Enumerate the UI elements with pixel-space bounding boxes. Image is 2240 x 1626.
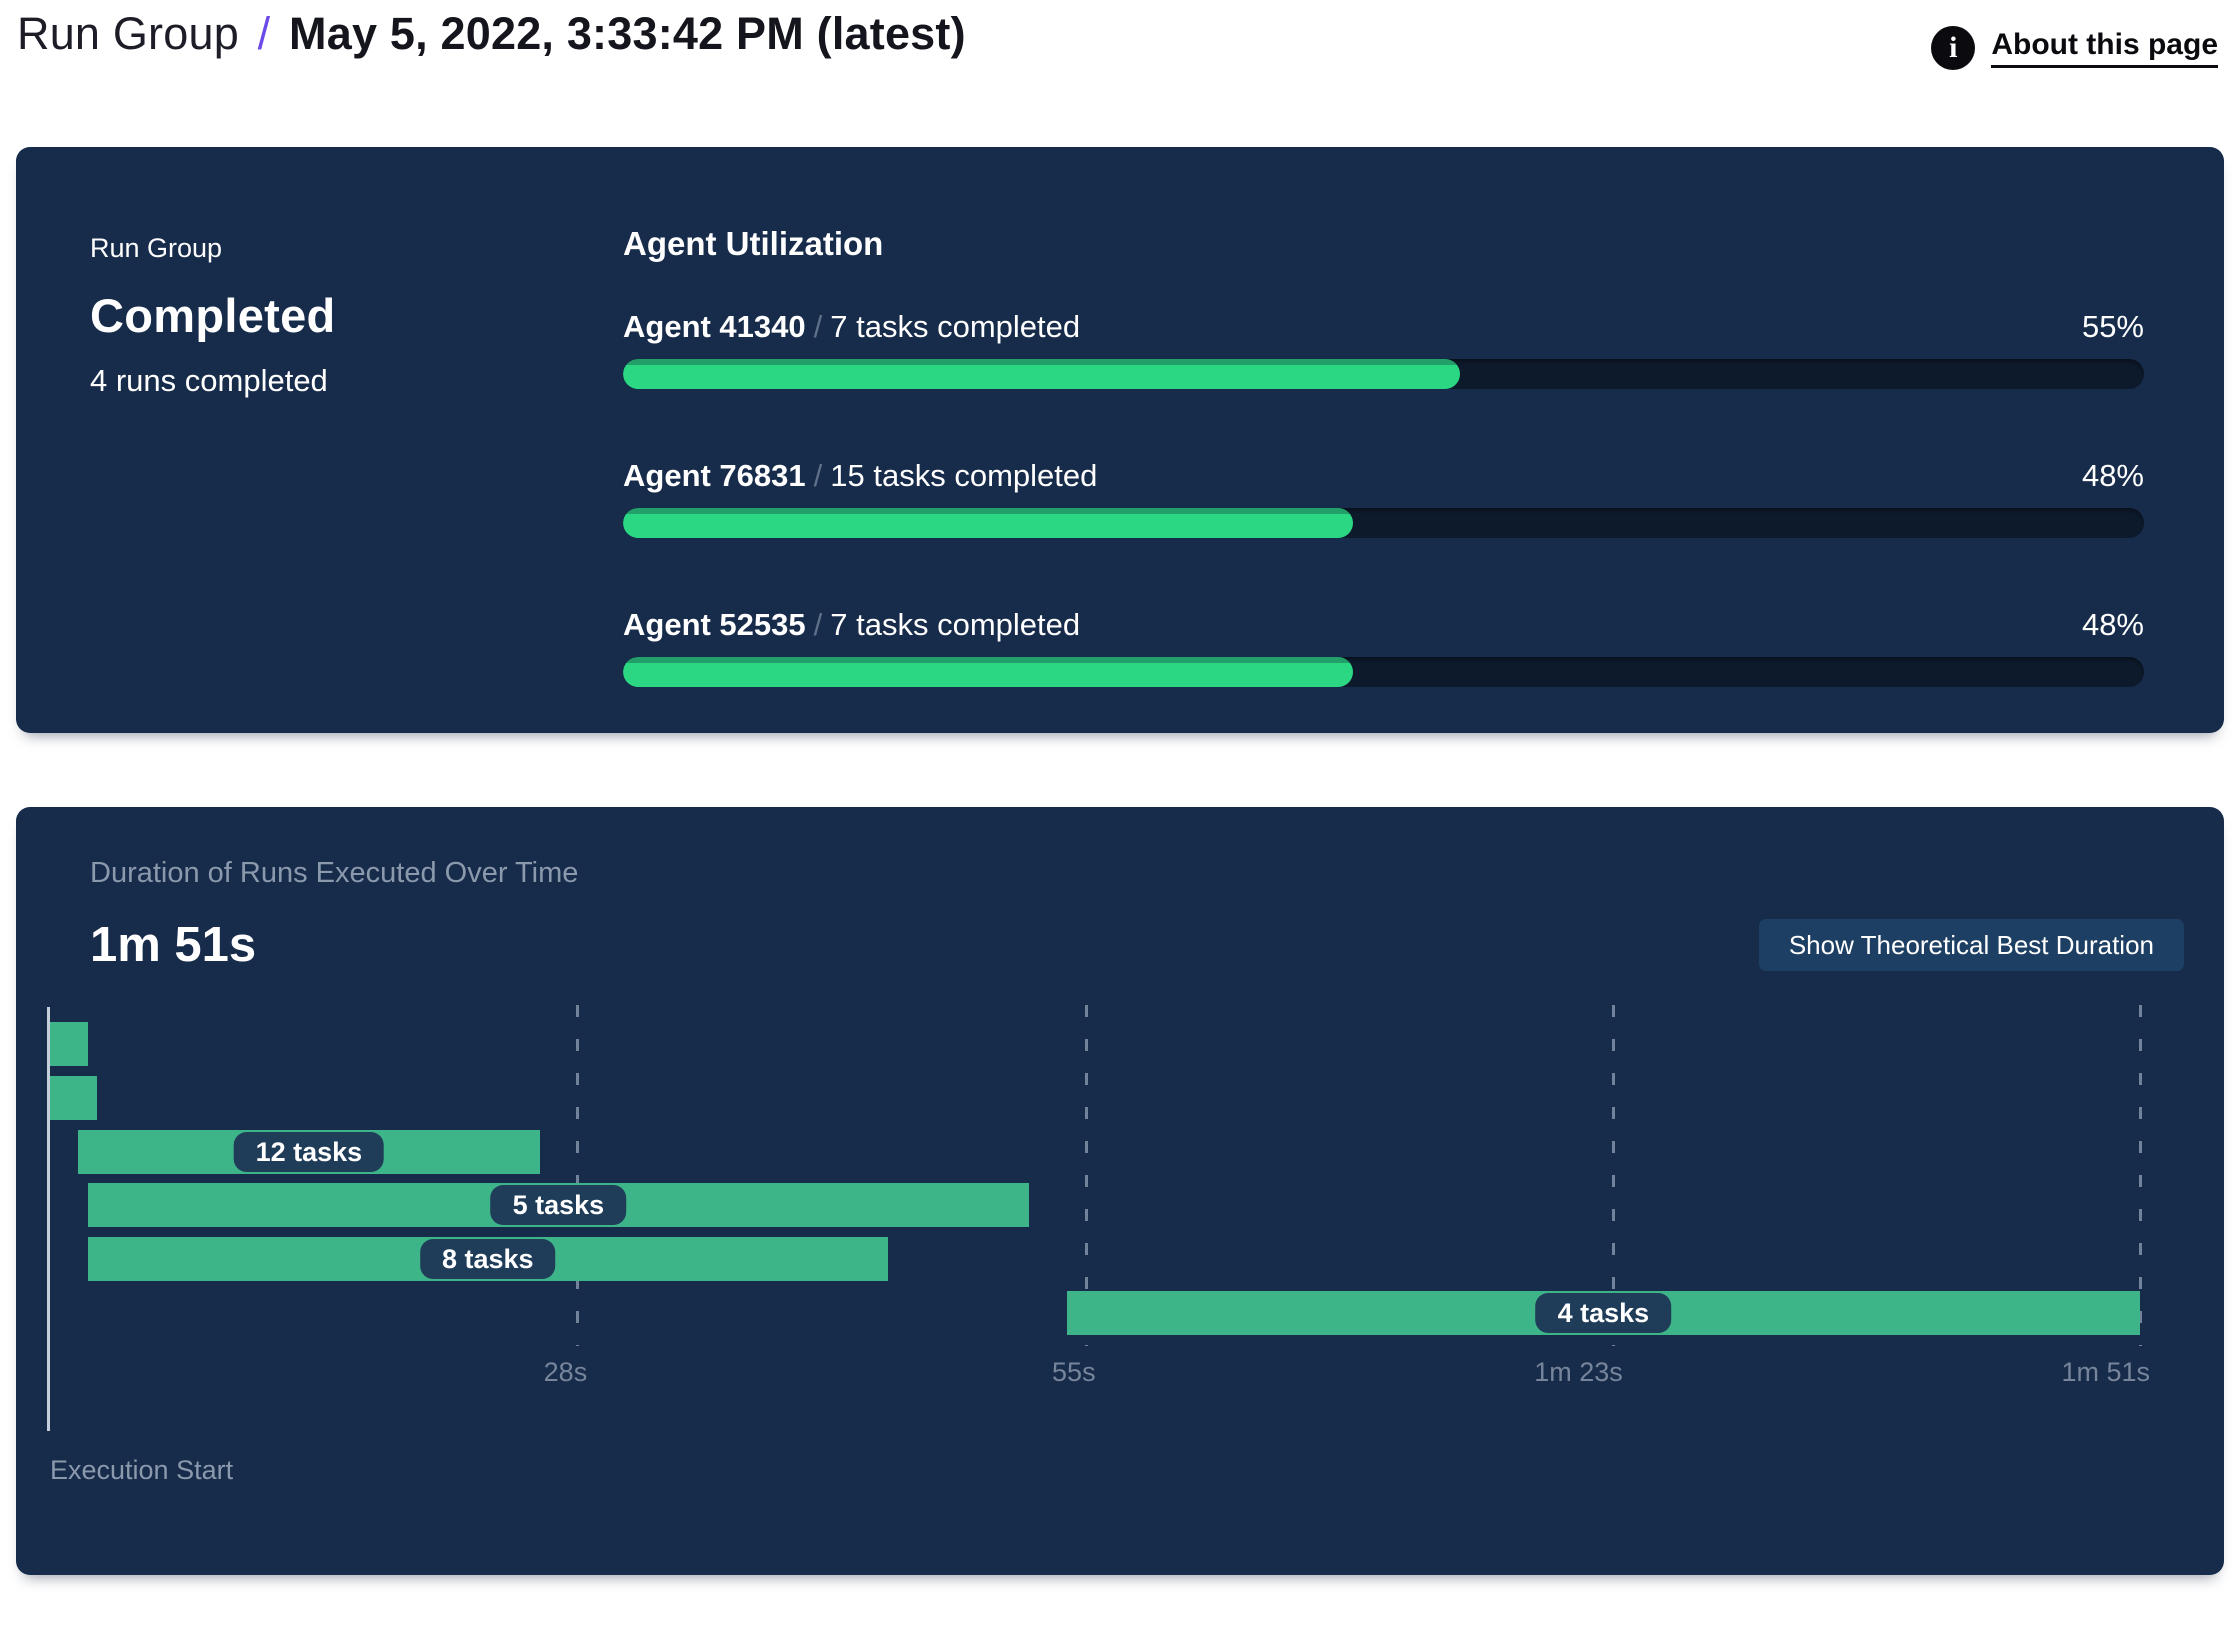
agent-name: Agent 41340	[623, 309, 806, 344]
agent-utilization-percent: 55%	[2081, 309, 2144, 344]
info-icon: i	[1931, 26, 1976, 70]
x-tick-label: 1m 23s	[1534, 1357, 1623, 1387]
agent-label: Agent 52535/7 tasks completed	[623, 607, 2144, 643]
agent-name: Agent 76831	[623, 458, 806, 493]
agent-tasks-completed: 7 tasks completed	[830, 607, 1081, 642]
breadcrumb-separator: /	[257, 8, 271, 59]
chart-title: Duration of Runs Executed Over Time	[90, 857, 579, 889]
run-duration-bar[interactable]	[50, 1076, 98, 1120]
agent-utilization-rows: Agent 41340/7 tasks completed 55% Agent …	[623, 309, 2144, 756]
runs-completed-text: 4 runs completed	[90, 363, 328, 398]
agent-utilization-title: Agent Utilization	[623, 225, 884, 262]
agent-row: Agent 41340/7 tasks completed 55%	[623, 309, 2144, 458]
duration-chart-card: Duration of Runs Executed Over Time 1m 5…	[16, 807, 2224, 1575]
show-theoretical-best-duration-button[interactable]: Show Theoretical Best Duration	[1758, 919, 2184, 971]
gantt-chart: 28s 55s 1m 23s 1m 51s 12 tasks 5 tasks 8 tasks…	[50, 1005, 2150, 1475]
x-tick-label: 1m 51s	[2061, 1357, 2150, 1387]
agent-row: Agent 76831/15 tasks completed 48%	[623, 458, 2144, 607]
agent-label-separator: /	[813, 309, 823, 344]
agent-name: Agent 52535	[623, 607, 806, 642]
run-group-summary-card: Run Group Completed 4 runs completed Age…	[16, 147, 2224, 733]
run-duration-bar[interactable]: 12 tasks	[78, 1130, 540, 1174]
x-tick-label: 55s	[1052, 1357, 1096, 1387]
execution-start-label: Execution Start	[50, 1455, 234, 1485]
task-count-pill: 4 tasks	[1535, 1293, 1672, 1333]
about-link-label: About this page	[1991, 28, 2218, 68]
total-duration: 1m 51s	[90, 918, 257, 972]
agent-utilization-section: Agent Utilization Agent 41340/7 tasks co…	[623, 225, 2144, 756]
agent-label: Agent 41340/7 tasks completed	[623, 309, 2144, 345]
about-this-page-link[interactable]: i About this page	[1931, 26, 2218, 70]
run-duration-bar[interactable]: 4 tasks	[1066, 1291, 2140, 1335]
run-duration-bar[interactable]: 5 tasks	[87, 1183, 1030, 1227]
agent-tasks-completed: 7 tasks completed	[830, 309, 1081, 344]
utilization-progress-fill	[623, 657, 1354, 687]
run-duration-bar[interactable]	[50, 1022, 88, 1066]
execution-start-axis-line	[47, 1007, 50, 1431]
utilization-progress-fill	[623, 359, 1460, 389]
task-count-pill: 5 tasks	[490, 1185, 627, 1225]
run-group-kicker: Run Group	[90, 233, 223, 263]
breadcrumb-run-group[interactable]: Run Group	[17, 8, 239, 59]
run-duration-bar[interactable]: 8 tasks	[87, 1237, 888, 1281]
utilization-progress-fill	[623, 508, 1354, 538]
run-group-status-block: Run Group Completed 4 runs completed	[90, 233, 336, 399]
x-tick-label: 28s	[543, 1357, 588, 1387]
utilization-progress-track	[623, 657, 2144, 687]
agent-label: Agent 76831/15 tasks completed	[623, 458, 2144, 494]
task-count-pill: 8 tasks	[419, 1239, 556, 1279]
page-header: Run Group / May 5, 2022, 3:33:42 PM (lat…	[17, 8, 2223, 98]
agent-utilization-percent: 48%	[2081, 458, 2144, 493]
agent-utilization-percent: 48%	[2081, 607, 2144, 642]
gridline: 1m 23s	[1534, 1005, 1623, 1387]
page-title: May 5, 2022, 3:33:42 PM (latest)	[289, 8, 966, 59]
utilization-progress-track	[623, 508, 2144, 538]
gridline: 55s	[1052, 1005, 1096, 1387]
breadcrumb: Run Group / May 5, 2022, 3:33:42 PM (lat…	[17, 8, 2223, 60]
gridline: 1m 51s	[2061, 1005, 2150, 1387]
status-text: Completed	[90, 289, 336, 342]
gridline: 28s	[544, 1005, 587, 1387]
agent-row: Agent 52535/7 tasks completed 48%	[623, 607, 2144, 756]
utilization-progress-track	[623, 359, 2144, 389]
task-count-pill: 12 tasks	[233, 1132, 385, 1172]
agent-label-separator: /	[813, 607, 823, 642]
agent-tasks-completed: 15 tasks completed	[830, 458, 1098, 493]
agent-label-separator: /	[813, 458, 823, 493]
